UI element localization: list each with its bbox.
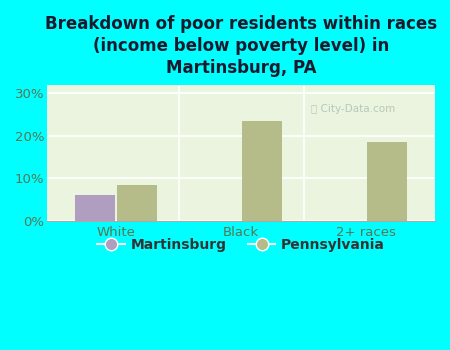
Bar	[117, 184, 158, 221]
Title: Breakdown of poor residents within races
(income below poverty level) in
Martins: Breakdown of poor residents within races…	[45, 15, 437, 77]
Bar	[75, 195, 115, 221]
Bar	[368, 142, 408, 221]
Text: ⓘ City-Data.com: ⓘ City-Data.com	[311, 104, 395, 114]
Bar	[243, 121, 283, 221]
Legend: Martinsburg, Pennsylvania: Martinsburg, Pennsylvania	[92, 232, 391, 257]
